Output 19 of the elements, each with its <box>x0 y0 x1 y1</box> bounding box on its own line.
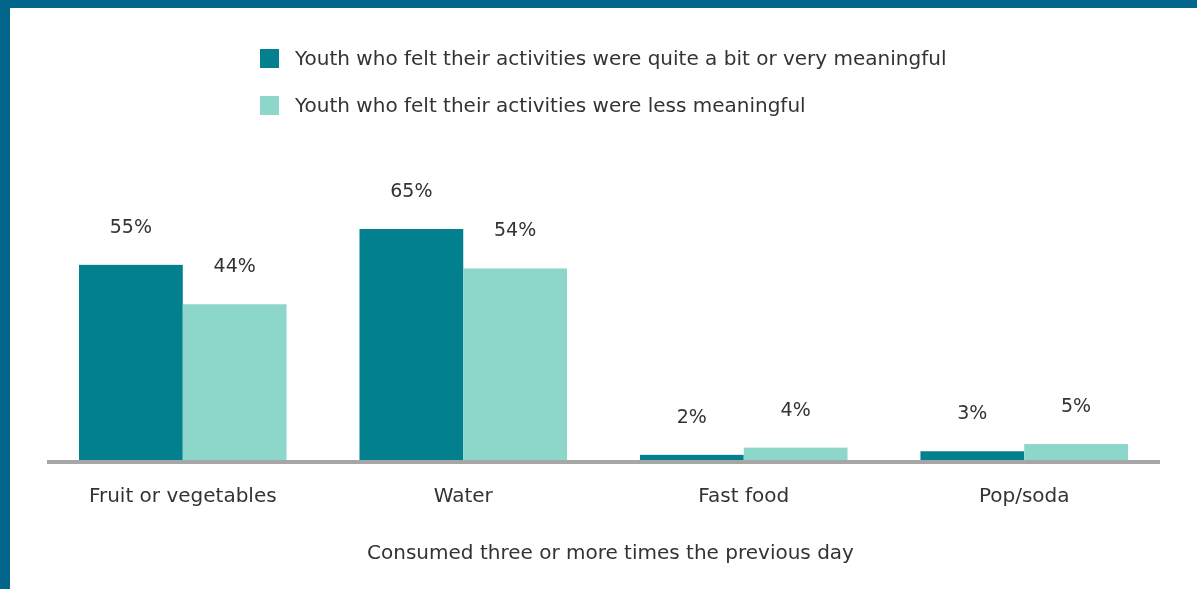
legend-label: Youth who felt their activities were less meaningful <box>294 93 806 117</box>
data-label: 55% <box>109 214 153 237</box>
legend-label: Youth who felt their activities were quite a bit or very meaningful <box>294 46 947 70</box>
x-tick-label: Fruit or vegetables <box>88 483 277 507</box>
bar <box>79 264 183 462</box>
data-label: 5% <box>1061 394 1092 417</box>
data-label: 4% <box>780 397 811 420</box>
x-tick-label: Fast food <box>698 483 790 507</box>
data-label: 65% <box>390 179 433 201</box>
x-tick-label: Pop/soda <box>978 483 1070 507</box>
data-label: 54% <box>494 218 537 241</box>
data-label: 2% <box>676 404 707 427</box>
bar <box>182 304 287 462</box>
x-axis-title: Consumed three or more times the previous day <box>367 540 855 564</box>
bar <box>463 268 568 462</box>
x-tick-label: Water <box>433 483 494 507</box>
bar <box>359 229 464 462</box>
data-label: 44% <box>213 254 256 277</box>
data-label: 3% <box>957 401 988 424</box>
